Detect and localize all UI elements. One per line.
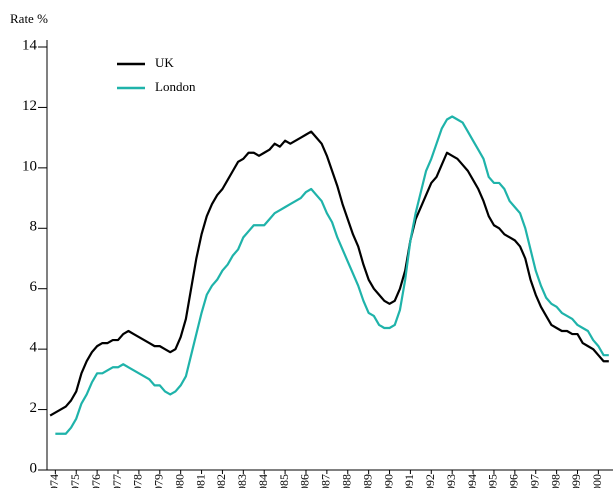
x-tick-label: 1986: [298, 474, 312, 488]
legend-label: UK: [155, 55, 174, 70]
x-tick-label: 1979: [152, 474, 166, 488]
x-tick-label: 1974: [47, 474, 61, 488]
x-tick-label: 1992: [423, 474, 437, 488]
x-tick-label: 1994: [465, 474, 479, 488]
x-tick-label: 1993: [444, 474, 458, 488]
x-tick-label: 1995: [486, 474, 500, 488]
x-tick-label: 2000: [590, 474, 604, 488]
x-tick-label: 1988: [340, 474, 354, 488]
y-tick-label: 4: [30, 340, 38, 356]
x-tick-label: 1978: [131, 474, 145, 488]
y-tick-label: 10: [22, 158, 37, 174]
y-tick-label: 14: [22, 37, 38, 53]
y-tick-label: 8: [30, 219, 38, 235]
y-tick-label: 0: [30, 460, 38, 476]
x-tick-label: 1981: [193, 474, 207, 488]
y-tick-label: 2: [30, 400, 38, 416]
x-tick-label: 1987: [319, 474, 333, 488]
x-tick-label: 1982: [214, 474, 228, 488]
x-tick-label: 1975: [68, 474, 82, 488]
x-tick-label: 1990: [381, 474, 395, 488]
y-tick-label: 6: [30, 279, 38, 295]
x-tick-label: 1977: [110, 474, 124, 488]
x-tick-label: 1999: [569, 474, 583, 488]
x-tick-label: 1998: [548, 474, 562, 488]
x-tick-label: 1983: [235, 474, 249, 488]
legend-label: London: [155, 79, 196, 94]
x-tick-label: 1980: [172, 474, 186, 488]
x-tick-label: 1997: [527, 474, 541, 488]
x-tick-label: 1996: [507, 474, 521, 488]
y-tick-label: 12: [22, 98, 37, 114]
line-series: [49, 130, 609, 417]
y-axis-label: Rate %: [10, 11, 48, 26]
x-tick-label: 1984: [256, 474, 270, 488]
x-tick-label: 1989: [360, 474, 374, 488]
x-tick-label: 1976: [89, 474, 103, 488]
x-tick-label: 1991: [402, 474, 416, 488]
x-tick-label: 1985: [277, 474, 291, 488]
line-series: [55, 115, 609, 435]
